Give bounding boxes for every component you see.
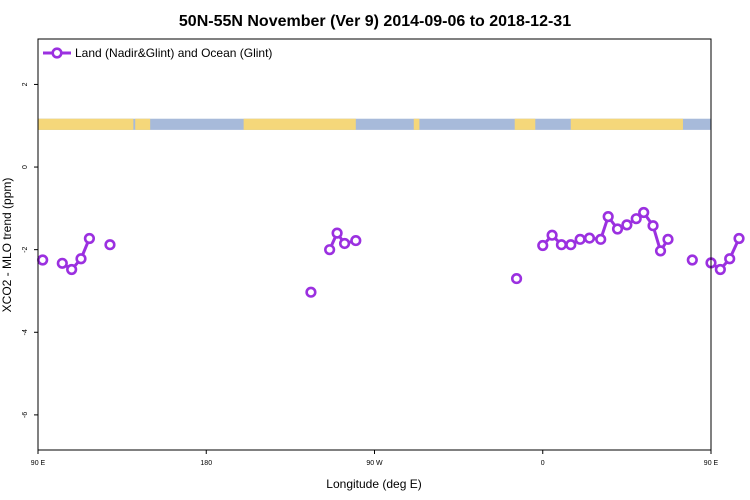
data-point (66, 263, 78, 276)
data-point (546, 229, 558, 241)
data-point (537, 239, 549, 252)
y-axis-label: XCO2 - MLO trend (ppm) (0, 178, 14, 313)
data-point (733, 232, 745, 245)
data-point (583, 232, 596, 244)
ocean-band (38, 118, 711, 130)
legend-marker (51, 47, 63, 59)
y-tick-label: -6 (22, 412, 29, 418)
data-point (638, 206, 650, 219)
x-axis-label: Longitude (deg E) (326, 477, 421, 491)
data-point (647, 220, 659, 232)
data-point (75, 253, 87, 265)
data-point (338, 237, 351, 250)
land-segment (135, 118, 151, 130)
data-point (714, 263, 726, 276)
data-point (324, 244, 336, 256)
data-point (305, 286, 317, 298)
y-tick-label: 0 (22, 165, 29, 169)
data-point (595, 233, 607, 245)
land-segment (243, 118, 356, 130)
land-segment (514, 118, 536, 130)
legend-entry: Land (Nadir&Glint) and Ocean (Glint) (75, 46, 272, 60)
y-tick-label: 2 (22, 82, 29, 86)
x-tick-label: 180 (200, 460, 212, 467)
data-point (686, 254, 698, 266)
data-point (662, 233, 674, 245)
y-tick-label: -4 (22, 329, 29, 335)
data-point (83, 232, 96, 245)
data-point (621, 219, 633, 231)
data-point (350, 234, 362, 247)
data-point (574, 233, 586, 245)
data-point (611, 223, 624, 235)
land-segment (413, 118, 420, 130)
series-line (328, 231, 357, 251)
series-layer (37, 206, 745, 298)
data-point (565, 239, 577, 251)
plot-frame (37, 38, 712, 451)
data-point (104, 239, 116, 251)
data-point (630, 213, 642, 225)
data-point (37, 254, 49, 266)
data-point (510, 272, 523, 285)
series-line (710, 237, 741, 271)
land-segment (38, 118, 134, 130)
x-tick-label: 0 (541, 460, 545, 467)
data-point (56, 257, 68, 269)
y-tick-label: -2 (22, 246, 29, 252)
data-point (555, 239, 568, 251)
x-tick-label: 90 E (704, 460, 719, 467)
land-segment (570, 118, 683, 130)
chart-title: 50N-55N November (Ver 9) 2014-09-06 to 2… (179, 13, 571, 30)
data-point (724, 253, 736, 265)
x-tick-label: 90 W (366, 460, 383, 467)
x-tick-label: 90 E (31, 460, 46, 467)
data-point (602, 211, 614, 223)
data-point (331, 227, 343, 239)
data-point (654, 245, 667, 257)
legend: Land (Nadir&Glint) and Ocean (Glint) (43, 46, 272, 60)
surface-band (38, 118, 711, 130)
